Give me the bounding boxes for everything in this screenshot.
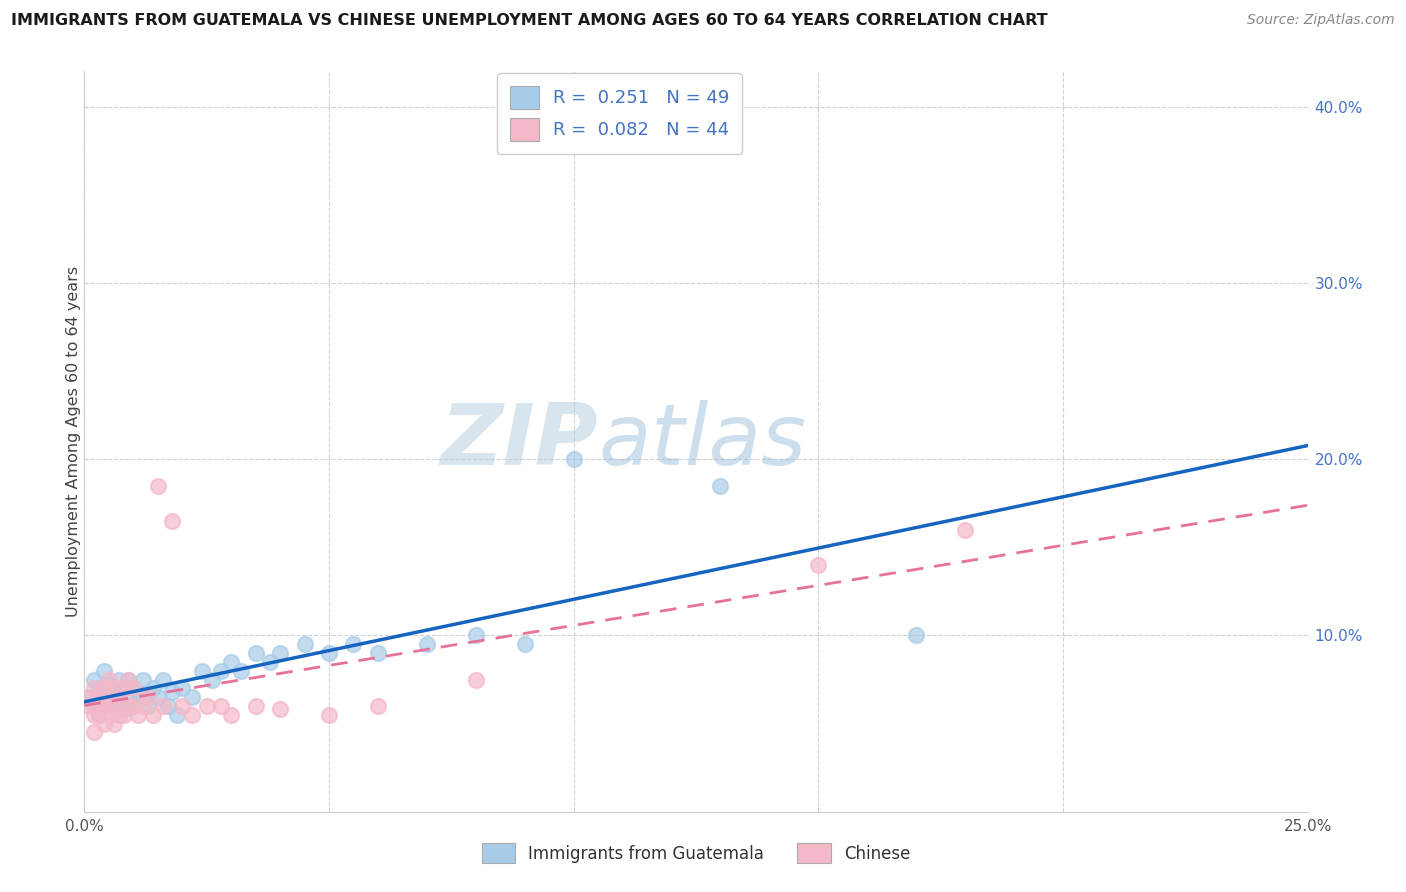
Point	[562, 452, 585, 467]
Point	[294, 637, 316, 651]
Point	[77, 690, 100, 705]
Point	[87, 681, 110, 696]
Point	[103, 716, 125, 731]
Text: ZIP: ZIP	[440, 400, 598, 483]
Point	[122, 681, 145, 696]
Point	[83, 707, 105, 722]
Point	[132, 673, 155, 687]
Point	[464, 628, 486, 642]
Point	[229, 664, 252, 678]
Point	[132, 690, 155, 705]
Point	[269, 646, 291, 660]
Point	[117, 690, 139, 705]
Point	[209, 698, 232, 713]
Legend: Immigrants from Guatemala, Chinese: Immigrants from Guatemala, Chinese	[475, 837, 917, 870]
Text: atlas: atlas	[598, 400, 806, 483]
Point	[245, 646, 267, 660]
Point	[513, 637, 536, 651]
Point	[318, 646, 340, 660]
Point	[127, 707, 149, 722]
Point	[195, 698, 218, 713]
Point	[97, 690, 120, 705]
Point	[146, 690, 169, 705]
Point	[146, 478, 169, 492]
Point	[112, 707, 135, 722]
Point	[107, 690, 129, 705]
Point	[259, 655, 281, 669]
Text: IMMIGRANTS FROM GUATEMALA VS CHINESE UNEMPLOYMENT AMONG AGES 60 TO 64 YEARS CORR: IMMIGRANTS FROM GUATEMALA VS CHINESE UNE…	[11, 13, 1047, 29]
Point	[83, 681, 105, 696]
Point	[127, 685, 149, 699]
Point	[181, 690, 204, 705]
Point	[219, 707, 242, 722]
Point	[122, 698, 145, 713]
Point	[191, 664, 214, 678]
Point	[162, 685, 184, 699]
Point	[807, 558, 830, 572]
Point	[97, 678, 120, 692]
Point	[103, 702, 125, 716]
Point	[112, 702, 135, 716]
Point	[107, 673, 129, 687]
Y-axis label: Unemployment Among Ages 60 to 64 years: Unemployment Among Ages 60 to 64 years	[66, 266, 80, 617]
Point	[156, 698, 179, 713]
Point	[97, 673, 120, 687]
Point	[367, 646, 389, 660]
Point	[181, 707, 204, 722]
Point	[87, 707, 110, 722]
Point	[132, 698, 155, 713]
Point	[77, 698, 100, 713]
Point	[93, 698, 115, 713]
Point	[152, 698, 174, 713]
Point	[172, 681, 194, 696]
Point	[318, 707, 340, 722]
Point	[953, 523, 976, 537]
Point	[905, 628, 928, 642]
Point	[117, 673, 139, 687]
Point	[209, 664, 232, 678]
Point	[93, 664, 115, 678]
Point	[269, 702, 291, 716]
Point	[87, 707, 110, 722]
Point	[416, 637, 439, 651]
Point	[83, 698, 105, 713]
Point	[103, 685, 125, 699]
Point	[117, 698, 139, 713]
Point	[93, 698, 115, 713]
Point	[367, 698, 389, 713]
Point	[342, 637, 364, 651]
Point	[245, 698, 267, 713]
Point	[97, 690, 120, 705]
Point	[103, 681, 125, 696]
Point	[87, 698, 110, 713]
Point	[152, 673, 174, 687]
Point	[142, 681, 165, 696]
Point	[136, 698, 159, 713]
Point	[87, 690, 110, 705]
Point	[107, 695, 129, 709]
Point	[117, 673, 139, 687]
Point	[142, 707, 165, 722]
Point	[103, 698, 125, 713]
Point	[93, 681, 115, 696]
Point	[77, 690, 100, 705]
Point	[200, 673, 222, 687]
Point	[464, 673, 486, 687]
Point	[162, 514, 184, 528]
Point	[107, 707, 129, 722]
Point	[112, 681, 135, 696]
Point	[166, 707, 188, 722]
Point	[83, 673, 105, 687]
Point	[219, 655, 242, 669]
Point	[136, 690, 159, 705]
Point	[709, 478, 731, 492]
Point	[172, 698, 194, 713]
Point	[83, 725, 105, 739]
Point	[112, 681, 135, 696]
Point	[97, 707, 120, 722]
Text: Source: ZipAtlas.com: Source: ZipAtlas.com	[1247, 13, 1395, 28]
Point	[93, 716, 115, 731]
Point	[122, 681, 145, 696]
Point	[122, 698, 145, 713]
